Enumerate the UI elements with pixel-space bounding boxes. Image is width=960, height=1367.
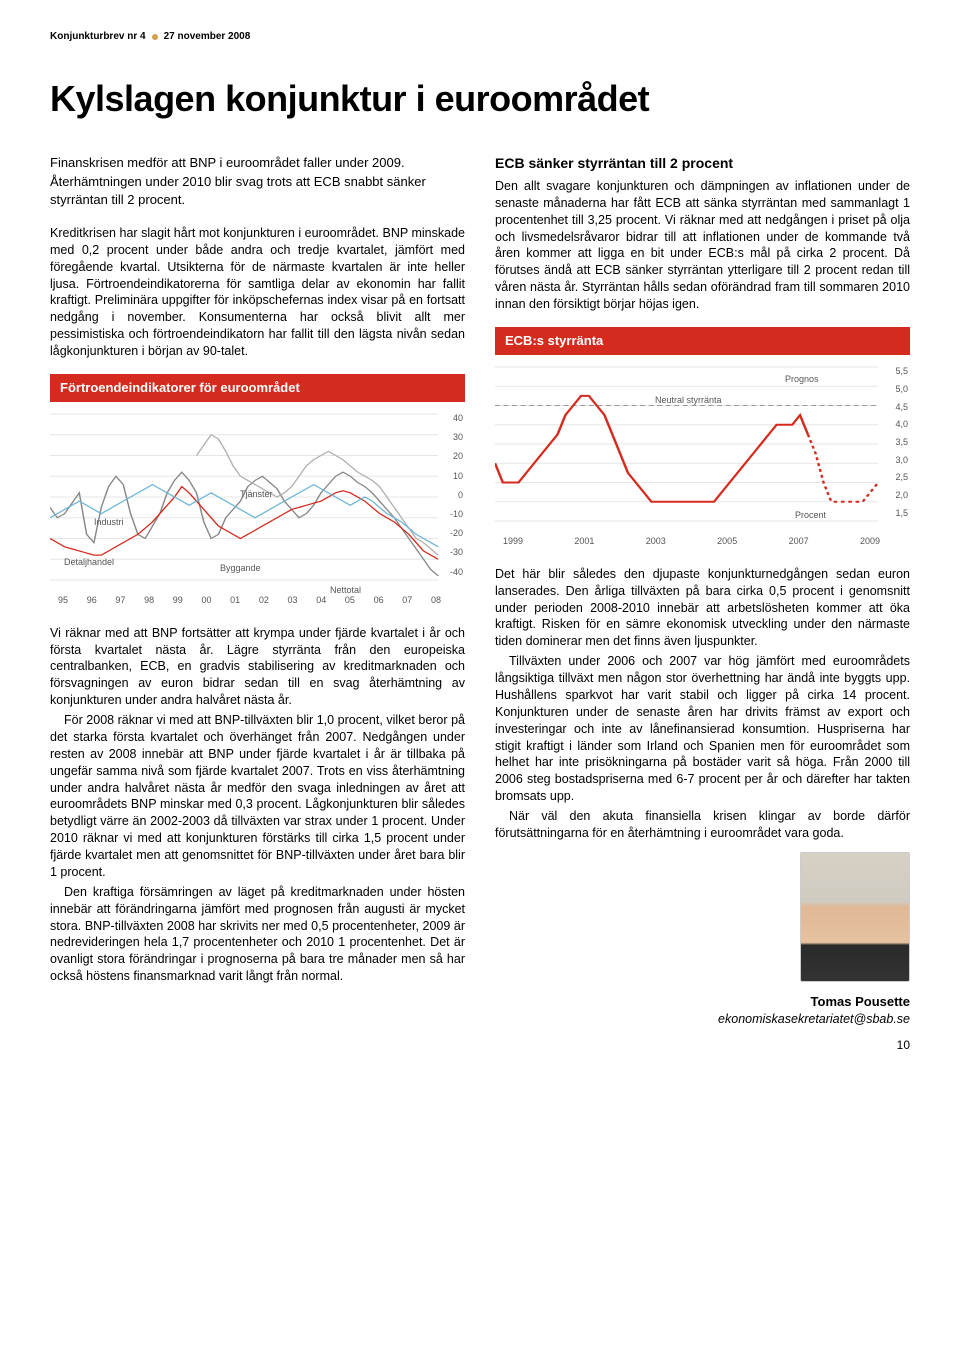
chart2-y-ticks: 5,55,04,54,03,53,02,52,01,5 — [895, 365, 908, 519]
right-column: ECB sänker styrräntan till 2 procent Den… — [495, 154, 910, 1028]
article-title: Kylslagen konjunktur i euroområdet — [50, 74, 910, 124]
left-paragraph-4: Den kraftiga försämringen av läget på kr… — [50, 884, 465, 985]
right-paragraph-1: Den allt svagare konjunkturen och dämpni… — [495, 178, 910, 313]
author-block: Tomas Pousette ekonomiskasekretariatet@s… — [495, 852, 910, 1029]
left-column: Finanskrisen medför att BNP i euroområde… — [50, 154, 465, 1028]
chart1-y-ticks: 403020100-10-20-30-40 — [450, 412, 463, 578]
chart2-x-ticks: 199920012003200520072009 — [495, 533, 910, 548]
left-paragraph-2: Vi räknar med att BNP fortsätter att kry… — [50, 625, 465, 709]
intro-paragraph: Finanskrisen medför att BNP i euroområde… — [50, 154, 465, 209]
left-paragraph-1: Kreditkrisen har slagit hårt mot konjunk… — [50, 225, 465, 360]
author-email: ekonomiskasekretariatet@sbab.se — [495, 1011, 910, 1029]
left-paragraph-3: För 2008 räknar vi med att BNP-tillväxte… — [50, 712, 465, 881]
right-paragraph-4: När väl den akuta finansiella krisen kli… — [495, 808, 910, 842]
author-photo — [800, 852, 910, 982]
page-header: Konjunkturbrev nr 4 27 november 2008 — [50, 30, 910, 44]
header-bullet-icon — [152, 34, 158, 40]
publication-date: 27 november 2008 — [164, 30, 251, 44]
page-number: 10 — [50, 1037, 910, 1054]
right-paragraph-2: Det här blir således den djupaste konjun… — [495, 566, 910, 650]
right-paragraph-3: Tillväxten under 2006 och 2007 var hög j… — [495, 653, 910, 805]
confidence-indicators-chart: Förtroendeindikatorer för euroområdet 40… — [50, 374, 465, 611]
chart2-svg — [495, 365, 910, 523]
publication-name: Konjunkturbrev nr 4 — [50, 30, 146, 44]
right-heading: ECB sänker styrräntan till 2 procent — [495, 154, 910, 174]
chart1-x-ticks: 9596979899000102030405060708 — [50, 592, 465, 607]
chart1-svg — [50, 412, 465, 582]
chart2-title: ECB:s styrränta — [495, 327, 910, 355]
chart1-title: Förtroendeindikatorer för euroområdet — [50, 374, 465, 402]
ecb-rate-chart: ECB:s styrränta 5,55,04,54,03,53,02,52,0… — [495, 327, 910, 552]
author-name: Tomas Pousette — [495, 993, 910, 1011]
